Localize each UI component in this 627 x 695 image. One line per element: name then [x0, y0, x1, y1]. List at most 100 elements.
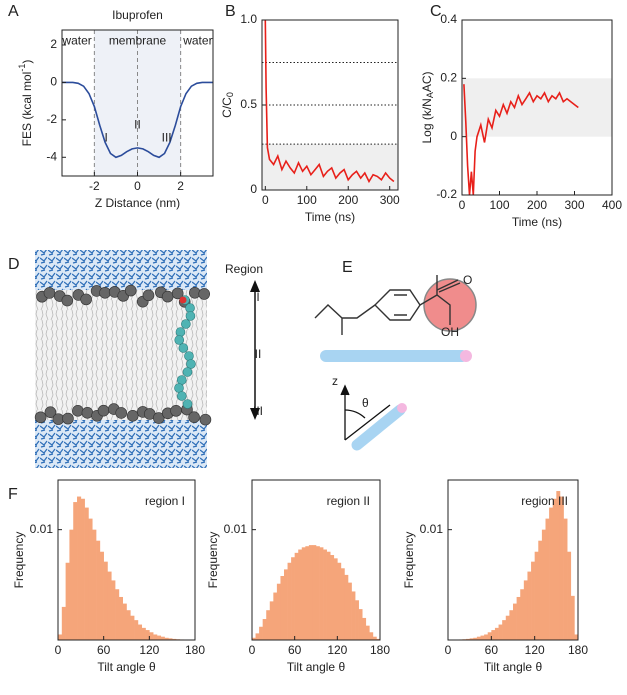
histogram-bar [287, 562, 292, 640]
plot-frame [447, 479, 579, 641]
x-tick-label: 60 [97, 643, 111, 657]
histogram-bar [365, 625, 370, 640]
axis-label-part: C/C [220, 97, 234, 118]
annotation: II [134, 118, 141, 132]
region-label: II [255, 347, 262, 361]
chart: 0 60 120 180 0.01 region I [30, 479, 205, 657]
axis-label: Frequency [12, 532, 26, 589]
x-tick-label: 0 [445, 643, 452, 657]
headgroup-bead [81, 407, 94, 419]
headgroup-bead [43, 287, 56, 299]
histogram-bar [372, 636, 377, 640]
histogram-bar [559, 496, 564, 640]
axis-label-part: AC) [420, 71, 434, 92]
histogram-bar [134, 620, 139, 640]
histogram-bar [99, 551, 104, 640]
chart: 0 60 120 180 0.01 region II [224, 479, 390, 657]
y-tick-label: -4 [46, 149, 57, 163]
histogram-bar [326, 551, 331, 640]
atom-label: O [463, 273, 472, 287]
histogram-bar [149, 632, 154, 640]
x-tick-label: 60 [485, 643, 499, 657]
histogram-bar [333, 558, 338, 640]
histogram-bar [291, 557, 295, 640]
histogram-bar [77, 496, 82, 640]
histogram-bar [141, 627, 146, 640]
membrane-snapshot [34, 250, 212, 468]
x-tick-label: 180 [370, 643, 390, 657]
y-tick-label: 2 [50, 37, 57, 51]
headgroup-bead [198, 288, 210, 300]
histogram-bar [319, 547, 324, 640]
histogram-bar [312, 545, 317, 640]
histogram-bar [362, 617, 367, 640]
histogram-bar [473, 637, 478, 640]
histogram-bar [531, 561, 535, 640]
histogram-bar [61, 606, 66, 640]
axis-label: Log (k/NAAC) [420, 71, 435, 143]
atom-label: OH [441, 325, 459, 339]
annotation: region III [521, 494, 568, 508]
headgroup-bead [152, 412, 165, 424]
histogram-bar [130, 615, 135, 640]
chart: 0 100 200 300 400-0.200.20.4 [436, 12, 622, 212]
axis-label: Frequency [402, 532, 416, 589]
annotation: membrane [109, 33, 167, 47]
headgroup-bead [170, 405, 182, 417]
y-tick-label: 0 [450, 129, 457, 143]
x-tick-label: -2 [89, 179, 100, 193]
histogram-bar [294, 552, 299, 640]
x-tick-label: 180 [185, 643, 205, 657]
data-line [463, 84, 579, 196]
histogram-bar [80, 498, 85, 640]
y-tick-label: 0 [50, 75, 57, 89]
histogram-bar [337, 562, 342, 640]
headgroup-bead [62, 412, 74, 425]
histogram-bar [316, 546, 320, 640]
headgroup-bead [52, 413, 65, 425]
histogram-bar [111, 580, 116, 640]
histogram-bar [552, 498, 557, 640]
drug-bead [174, 383, 184, 393]
x-tick-label: 200 [338, 193, 358, 207]
histogram-bar [538, 540, 543, 640]
x-tick-label: 0 [55, 643, 62, 657]
axis-label: C/C0 [220, 92, 235, 118]
histogram-bar [308, 545, 313, 640]
plot-frame [57, 479, 196, 641]
drug-bead [176, 375, 187, 385]
drug-bead [181, 319, 191, 329]
histogram-bar [527, 571, 532, 640]
histogram-bar [280, 576, 285, 640]
headgroup-bead [171, 287, 184, 300]
annotation: III [162, 131, 172, 145]
histogram-bar [509, 610, 514, 640]
histogram-bar [262, 619, 267, 640]
histogram-bar [502, 620, 507, 640]
axis-label-part: A [425, 92, 435, 98]
tilt-diagram [340, 384, 406, 451]
histogram-bar [160, 636, 165, 640]
histogram-bar [466, 638, 470, 640]
histogram-bar [323, 549, 327, 640]
histogram-bar [107, 571, 112, 640]
chart: 0 60 120 180 0.01 region III [420, 479, 588, 657]
histogram-bar [137, 624, 143, 640]
histogram-bar [513, 603, 517, 640]
axis-label-part: ) [20, 60, 34, 64]
y-tick-label: -0.2 [436, 187, 457, 201]
histogram-bar [523, 580, 528, 640]
data-line [264, 19, 395, 184]
histogram-bar [145, 630, 150, 640]
axis-label-part: -1 [17, 64, 27, 72]
histogram-bar [376, 638, 381, 640]
drug-bead [182, 399, 193, 409]
chart-title: Ibuprofen [112, 8, 163, 22]
histogram-bar [330, 555, 335, 640]
histogram-bar [344, 574, 349, 640]
y-tick-label: 0.01 [30, 522, 54, 536]
oxygen-bead [179, 296, 187, 304]
histogram-bar [567, 551, 572, 640]
drug-bead [185, 311, 196, 321]
